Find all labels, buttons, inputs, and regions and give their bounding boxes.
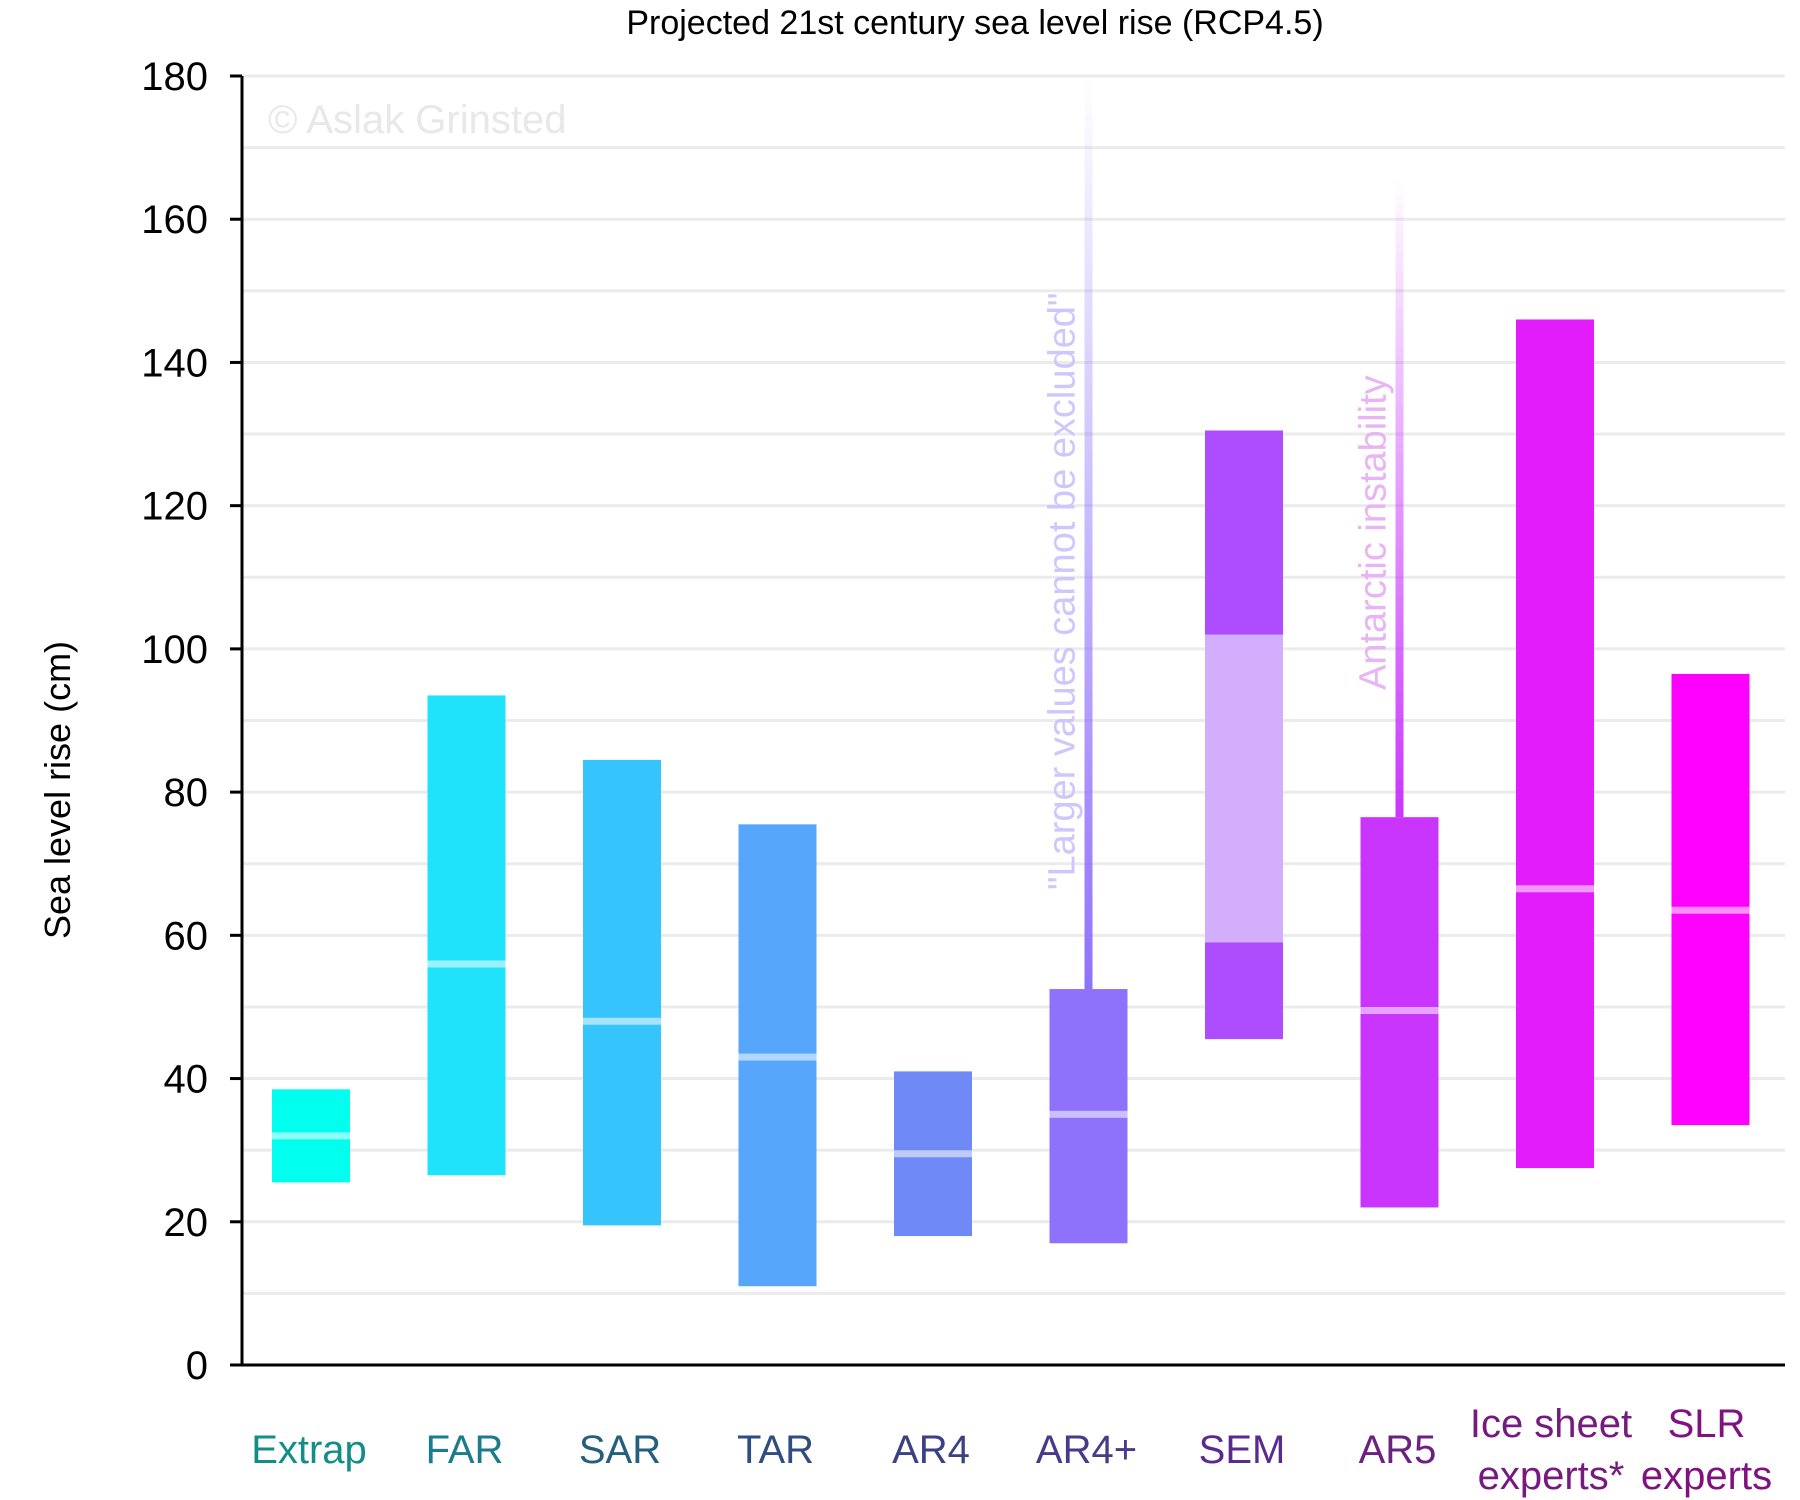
bar	[583, 759, 661, 1226]
x-category-label: AR4+	[1036, 1428, 1137, 1472]
median-line	[427, 960, 506, 968]
median-line	[1360, 1007, 1439, 1015]
x-category-label: AR4	[892, 1428, 970, 1472]
y-tick-label: 0	[186, 1344, 208, 1388]
x-category-label: SEM	[1199, 1428, 1286, 1472]
axes	[240, 76, 1785, 1367]
x-category-label: TAR	[737, 1428, 814, 1472]
x-category-label: FAR	[426, 1428, 504, 1472]
y-tick-label: 40	[164, 1058, 209, 1102]
range-bar-ar4	[894, 1071, 972, 1237]
x-category-label: SLR	[1668, 1402, 1746, 1446]
bar	[1671, 673, 1750, 1126]
median-line	[1049, 1110, 1128, 1118]
y-tick-label: 140	[141, 341, 208, 385]
x-category-label: experts	[1641, 1454, 1772, 1498]
y-tick-label: 160	[141, 198, 208, 242]
y-tick-label: 180	[141, 55, 208, 99]
x-category-label: experts*	[1478, 1454, 1625, 1498]
y-axis-label: Sea level rise (cm)	[37, 641, 78, 939]
range-bar-tar	[738, 824, 817, 1287]
range-bar-ar4: "Larger values cannot be excluded"	[1042, 76, 1128, 1244]
annotation: Antarctic instability	[1353, 375, 1395, 690]
x-category-label: Ice sheet	[1470, 1402, 1632, 1446]
bar	[427, 695, 506, 1176]
range-bar-slr-experts	[1671, 673, 1750, 1126]
y-tick-labels: 0 20 40 60 80 100 120 140 160 180	[141, 55, 242, 1388]
x-category-label: AR5	[1359, 1428, 1437, 1472]
median-line	[894, 1150, 972, 1158]
range-bar-ar5: Antarctic instability	[1353, 176, 1439, 1208]
inner-range	[1205, 634, 1283, 943]
median-line	[1516, 885, 1594, 893]
watermark: © Aslak Grinsted	[268, 98, 566, 142]
y-tick-label: 80	[164, 771, 209, 815]
annotation: "Larger values cannot be excluded"	[1042, 293, 1084, 890]
range-bar-sem	[1205, 430, 1283, 1040]
median-line	[738, 1053, 817, 1061]
range-bar-extrap	[272, 1089, 350, 1183]
y-tick-label: 20	[164, 1201, 209, 1245]
median-line	[272, 1132, 350, 1140]
range-bar-sar	[583, 759, 661, 1226]
whisker	[1084, 76, 1093, 990]
range-bar-ice-sheet-experts	[1516, 319, 1594, 1169]
range-bar-far	[427, 695, 506, 1176]
chart-title: Projected 21st century sea level rise (R…	[626, 4, 1323, 42]
median-line	[1671, 906, 1750, 914]
y-tick-label: 120	[141, 485, 208, 529]
x-category-label: SAR	[579, 1428, 661, 1472]
median-line	[583, 1017, 661, 1025]
y-tick-label: 100	[141, 628, 208, 672]
y-tick-label: 60	[164, 914, 209, 958]
whisker	[1395, 176, 1404, 818]
bars: "Larger values cannot be excluded" Antarc…	[272, 76, 1750, 1287]
bar	[1516, 319, 1594, 1169]
x-category-label: Extrap	[251, 1428, 367, 1472]
